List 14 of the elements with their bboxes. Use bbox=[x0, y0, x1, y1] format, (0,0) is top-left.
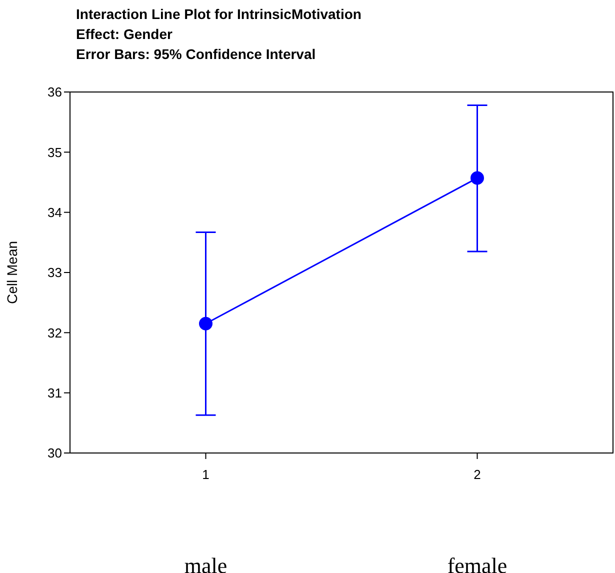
y-tick-label: 30 bbox=[48, 446, 62, 461]
y-tick-label: 33 bbox=[48, 265, 62, 280]
x-tick-label: 1 bbox=[202, 467, 210, 482]
chart-subtitle: Effect: Gender Error Bars: 95% Confidence Interval bbox=[76, 25, 317, 64]
text: female bbox=[447, 553, 508, 573]
y-tick-label: 32 bbox=[48, 325, 62, 340]
y-tick-label: 31 bbox=[48, 385, 62, 400]
y-tick-label: 35 bbox=[48, 144, 62, 160]
y-tick-label: 34 bbox=[48, 204, 62, 220]
y-axis-title: Cell Mean bbox=[4, 240, 20, 304]
text: male bbox=[184, 553, 228, 573]
y-tick-label: 36 bbox=[48, 84, 62, 100]
x-tick-label: 2 bbox=[474, 467, 481, 482]
chart-title: Interaction Line Plot for IntrinsicMotivation bbox=[76, 5, 362, 24]
